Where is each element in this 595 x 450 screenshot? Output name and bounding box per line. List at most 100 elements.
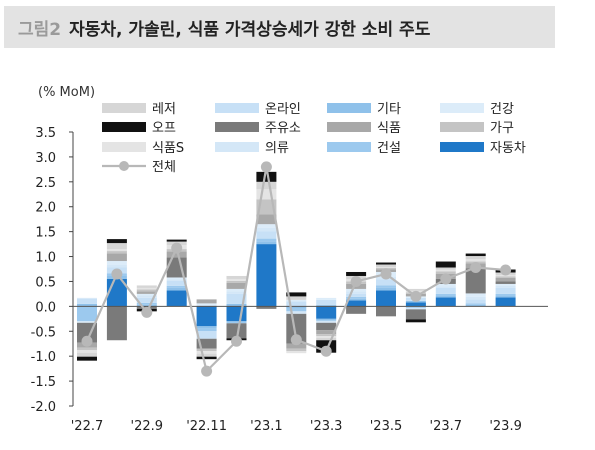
y-tick-label: 2.0 <box>35 201 56 216</box>
bar-segment <box>196 303 217 305</box>
bar-segment <box>136 285 157 288</box>
bar-segment <box>256 306 277 309</box>
legend-label: 레저 <box>152 102 176 117</box>
x-tick-label: '22.7 <box>71 419 104 434</box>
bar-segment <box>166 277 187 280</box>
bar-segment <box>256 238 277 242</box>
title-bar: 그림2 자동차, 가솔린, 식품 가격상승세가 강한 소비 주도 <box>4 6 555 48</box>
bar-segment <box>196 306 217 327</box>
bar-segment <box>405 319 426 323</box>
total-point <box>171 242 183 254</box>
bar-segment <box>226 291 247 294</box>
bar-segment <box>166 287 187 291</box>
bar-segment <box>405 309 426 320</box>
bar-segment <box>166 285 187 288</box>
bar-segment <box>465 299 486 304</box>
bar-segment <box>286 343 307 349</box>
total-point <box>260 161 272 173</box>
y-tick-label: 1.5 <box>35 226 56 241</box>
legend-swatch <box>102 142 146 152</box>
legend-swatch <box>327 142 371 152</box>
bar-segment <box>286 311 307 314</box>
legend-swatch <box>440 103 484 113</box>
legend-swatch <box>215 142 259 152</box>
bar-segment <box>465 256 486 260</box>
legend-label: 의류 <box>265 141 289 156</box>
bar-segment <box>77 352 97 357</box>
bar-segment <box>495 293 516 296</box>
bar-segment <box>226 321 247 324</box>
legend-swatch <box>440 142 484 152</box>
bar-segment <box>495 285 516 288</box>
bar-segment <box>286 301 307 307</box>
bar-segment <box>495 287 516 294</box>
bar-segment <box>77 303 97 307</box>
bar-segment <box>495 274 516 277</box>
bar-segment <box>346 288 367 292</box>
legend-swatch <box>215 122 259 132</box>
total-point <box>111 268 123 280</box>
total-point <box>320 345 332 357</box>
bar-segment <box>106 261 127 266</box>
x-tick-label: '23.7 <box>430 419 463 434</box>
bar-segment <box>106 306 127 341</box>
bar-segment <box>256 214 277 225</box>
bar-segment <box>346 306 367 314</box>
bar-segment <box>435 269 456 272</box>
bar-segment <box>286 292 307 297</box>
x-tick-label: '23.3 <box>310 419 343 434</box>
bar-segment <box>256 181 277 190</box>
bar-segment <box>316 330 337 335</box>
bar-segment <box>196 356 217 360</box>
bar-segment <box>226 323 247 339</box>
bar-segment <box>256 241 277 245</box>
bar-segment <box>376 287 396 291</box>
bar-segment <box>286 351 307 354</box>
bar-segment <box>495 295 516 298</box>
bar-segment <box>226 293 247 304</box>
bar-segment <box>286 299 307 302</box>
bar-segment <box>376 279 396 286</box>
bar-segment <box>465 293 486 297</box>
bar-segment <box>376 290 396 307</box>
bar-segment <box>77 298 97 304</box>
bar-segment <box>316 320 337 323</box>
bar-segment <box>465 304 486 307</box>
legend-label: 건설 <box>377 141 401 156</box>
y-tick-label: -1.5 <box>31 375 56 390</box>
bar-segment <box>316 334 337 337</box>
bar-segment <box>376 285 396 288</box>
total-point <box>350 275 362 287</box>
bar-segment <box>495 281 516 284</box>
bar-segment <box>286 306 307 309</box>
bar-segment <box>346 300 367 307</box>
bar-segment <box>166 280 187 286</box>
bar-segment <box>286 313 307 344</box>
bar-segment <box>196 353 217 357</box>
total-point <box>81 335 93 347</box>
x-tick-label: '23.5 <box>370 419 403 434</box>
bar-segment <box>346 296 367 299</box>
bar-segment <box>346 293 367 297</box>
bar-segment <box>136 293 157 296</box>
bar-segment <box>435 271 456 274</box>
total-point <box>141 306 153 318</box>
bar-segment <box>226 303 247 307</box>
bar-segment <box>256 171 277 182</box>
bar-segment <box>196 326 217 329</box>
bar-segment <box>256 231 277 239</box>
bar-segment <box>435 297 456 307</box>
bar-segment <box>196 348 217 352</box>
bar-segment <box>316 306 337 319</box>
total-point <box>231 335 242 347</box>
x-tick-label: '22.11 <box>186 419 227 434</box>
legend-label: 식품S <box>152 141 184 156</box>
bar-segment <box>256 189 277 200</box>
bar-segment <box>166 251 187 258</box>
bar-segment <box>166 290 187 307</box>
bar-segment <box>405 288 426 291</box>
y-tick-label: 1.0 <box>35 251 56 266</box>
legend-label: 자동차 <box>490 141 526 156</box>
bar-segment <box>495 283 516 286</box>
total-point <box>290 334 302 346</box>
